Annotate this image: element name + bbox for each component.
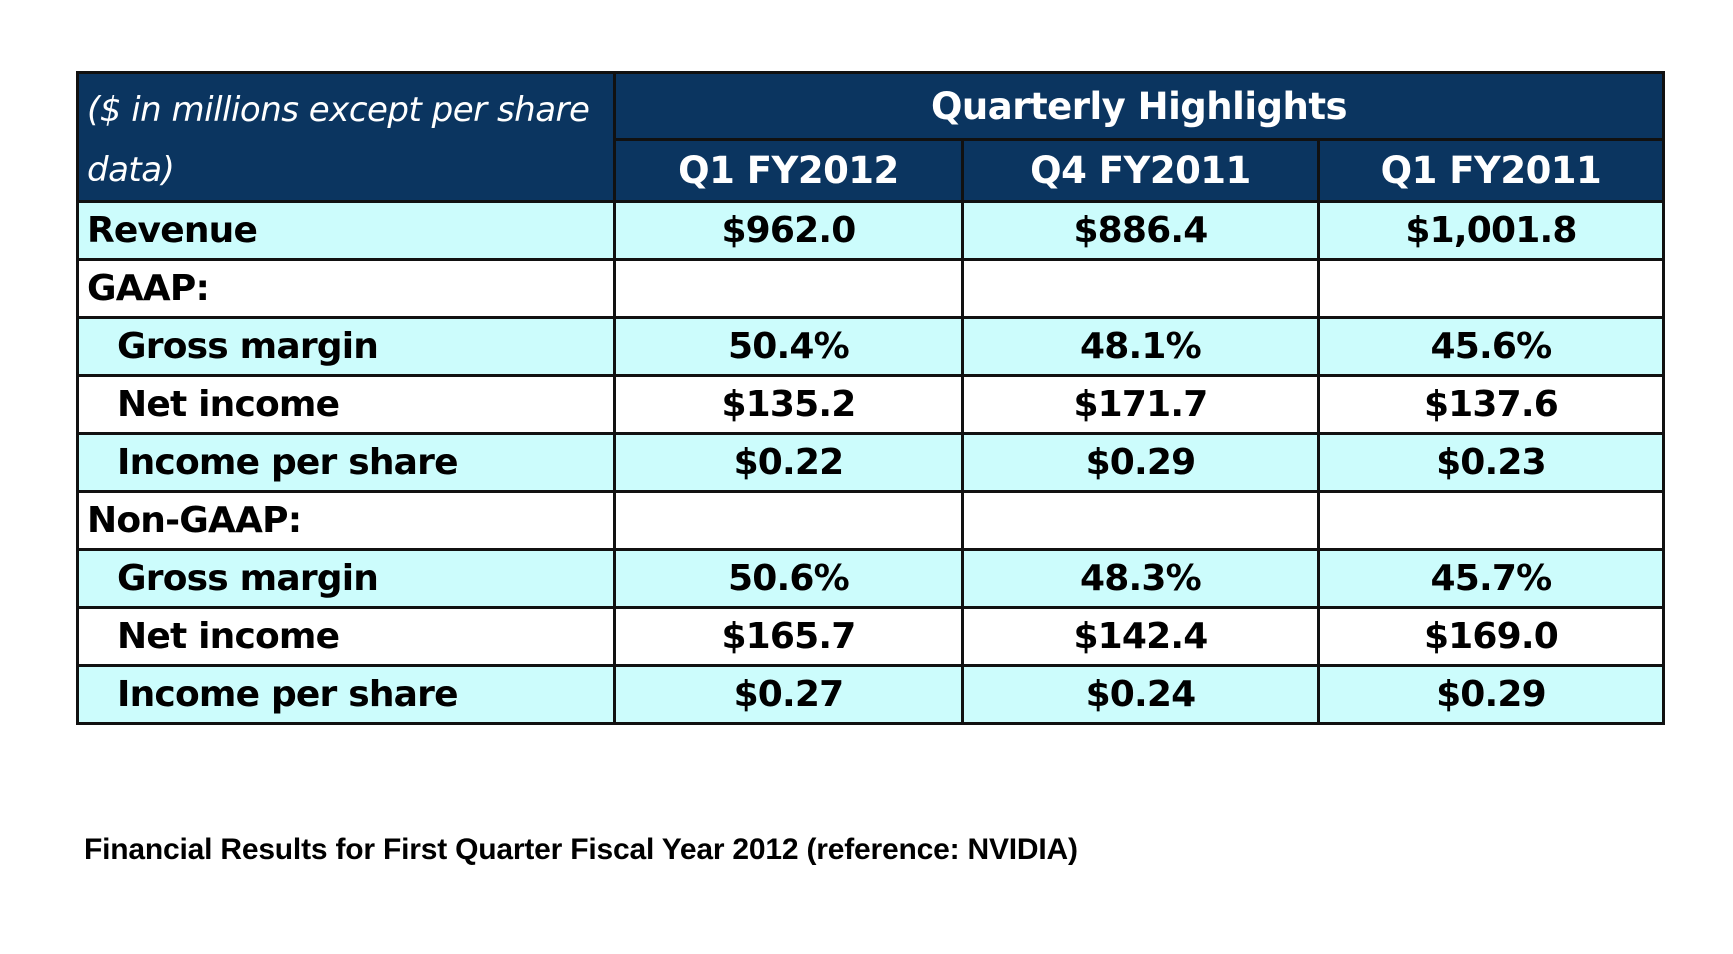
row-label: Gross margin bbox=[76, 316, 616, 377]
cell-value: 48.1% bbox=[961, 316, 1320, 377]
cell-value: $137.6 bbox=[1317, 374, 1665, 435]
section-label: GAAP: bbox=[76, 258, 616, 319]
cell-value: 50.4% bbox=[613, 316, 964, 377]
group-header: Quarterly Highlights bbox=[613, 70, 1665, 142]
row-label: Gross margin bbox=[76, 548, 616, 609]
cell-value: $886.4 bbox=[961, 200, 1320, 261]
table-row: Gross margin 50.4% 48.1% 45.6% bbox=[76, 316, 1665, 377]
cell-value bbox=[961, 258, 1320, 319]
financial-table-container: ($ in millions except per share data) Qu… bbox=[76, 70, 1665, 725]
cell-value: $135.2 bbox=[613, 374, 964, 435]
cell-value bbox=[613, 490, 964, 551]
cell-value: $171.7 bbox=[961, 374, 1320, 435]
cell-value: $0.29 bbox=[1317, 664, 1665, 725]
quarterly-highlights-table: ($ in millions except per share data) Qu… bbox=[76, 70, 1665, 725]
cell-value: $962.0 bbox=[613, 200, 964, 261]
cell-value bbox=[1317, 490, 1665, 551]
table-row: Income per share $0.27 $0.24 $0.29 bbox=[76, 664, 1665, 725]
column-header-q1-fy2011: Q1 FY2011 bbox=[1317, 138, 1665, 203]
table-row: Net income $135.2 $171.7 $137.6 bbox=[76, 374, 1665, 435]
table-row: Net income $165.7 $142.4 $169.0 bbox=[76, 606, 1665, 667]
cell-value: $165.7 bbox=[613, 606, 964, 667]
header-row-group: ($ in millions except per share data) Qu… bbox=[76, 70, 1665, 203]
row-label: Income per share bbox=[76, 432, 616, 493]
row-label: Net income bbox=[76, 606, 616, 667]
table-row: Income per share $0.22 $0.29 $0.23 bbox=[76, 432, 1665, 493]
cell-value bbox=[961, 490, 1320, 551]
cell-value: $0.29 bbox=[961, 432, 1320, 493]
table-header: ($ in millions except per share data) Qu… bbox=[76, 70, 1665, 203]
column-header-q1-fy2012: Q1 FY2012 bbox=[613, 138, 964, 203]
table-row: Gross margin 50.6% 48.3% 45.7% bbox=[76, 548, 1665, 609]
row-label: Net income bbox=[76, 374, 616, 435]
cell-value: $0.27 bbox=[613, 664, 964, 725]
column-header-q4-fy2011: Q4 FY2011 bbox=[961, 138, 1320, 203]
cell-value: $142.4 bbox=[961, 606, 1320, 667]
table-row: GAAP: bbox=[76, 258, 1665, 319]
cell-value bbox=[613, 258, 964, 319]
corner-label: ($ in millions except per share data) bbox=[76, 71, 616, 203]
table-row: Non-GAAP: bbox=[76, 490, 1665, 551]
table-body: Revenue $962.0 $886.4 $1,001.8 GAAP: Gro… bbox=[76, 200, 1665, 725]
cell-value: 48.3% bbox=[961, 548, 1320, 609]
cell-value: $0.23 bbox=[1317, 432, 1665, 493]
cell-value: $0.22 bbox=[613, 432, 964, 493]
section-label: Non-GAAP: bbox=[76, 490, 616, 551]
table-caption: Financial Results for First Quarter Fisc… bbox=[84, 833, 1078, 866]
cell-value: 45.7% bbox=[1317, 548, 1665, 609]
header-row-columns: Q1 FY2012 Q4 FY2011 Q1 FY2011 bbox=[78, 138, 1665, 203]
cell-value: 45.6% bbox=[1317, 316, 1665, 377]
row-label: Revenue bbox=[76, 200, 616, 261]
table-row: Revenue $962.0 $886.4 $1,001.8 bbox=[76, 200, 1665, 261]
cell-value: $169.0 bbox=[1317, 606, 1665, 667]
row-label: Income per share bbox=[76, 664, 616, 725]
cell-value: $1,001.8 bbox=[1317, 200, 1665, 261]
cell-value: $0.24 bbox=[961, 664, 1320, 725]
cell-value bbox=[1317, 258, 1665, 319]
cell-value: 50.6% bbox=[613, 548, 964, 609]
